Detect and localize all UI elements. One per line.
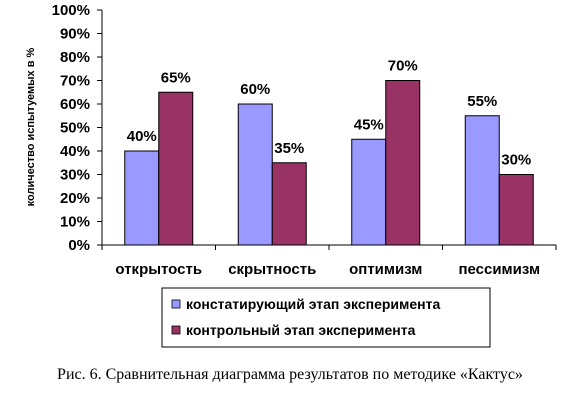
- legend-swatch-constat: [171, 299, 181, 309]
- y-tick-label: 80%: [60, 49, 90, 66]
- bar-control: [385, 80, 421, 246]
- legend-swatch-control: [171, 325, 181, 335]
- bar-control: [498, 174, 534, 246]
- y-tick-label: 100%: [52, 2, 90, 19]
- legend-box: [161, 287, 491, 348]
- y-tick-label: 60%: [60, 96, 90, 113]
- data-label: 60%: [240, 81, 270, 98]
- y-tick-label: 50%: [60, 120, 90, 137]
- data-label: 40%: [127, 128, 157, 145]
- y-tick-label: 0%: [68, 237, 90, 254]
- bar-control: [158, 91, 194, 246]
- data-label: 30%: [501, 152, 531, 169]
- data-labels: 40% 65% 60% 35% 45% 70% 55% 30%: [127, 58, 532, 169]
- category-label: открытость: [115, 261, 202, 278]
- data-label: 45%: [354, 116, 384, 133]
- legend-label-constat: констатирующий этап эксперимента: [186, 296, 440, 312]
- y-axis-title: количество испытуемых в %: [25, 47, 37, 206]
- category-label: скрытность: [228, 261, 316, 278]
- y-tick-label: 30%: [60, 167, 90, 184]
- y-tick-label: 90%: [60, 26, 90, 43]
- legend-label-control: контрольный этап эксперимента: [186, 322, 416, 338]
- bar-chart: количество испытуемых в % 0%10%20%30%40%…: [25, 2, 557, 348]
- bar-constat: [124, 150, 160, 246]
- bar-constat: [464, 115, 500, 246]
- data-label: 65%: [161, 69, 191, 86]
- bar-constat: [351, 138, 387, 246]
- data-label: 70%: [388, 58, 418, 75]
- x-ticks: [101, 245, 557, 250]
- bar-control: [271, 162, 307, 246]
- y-tick-label: 70%: [60, 73, 90, 90]
- y-tick-label: 10%: [60, 214, 90, 231]
- figure-caption: Рис. 6. Сравнительная диаграмма результа…: [57, 366, 523, 383]
- bar-constat: [237, 103, 273, 246]
- y-ticks: 0% 10% 20% 30% 40% 50% 60% 70% 80% 90% 100%: [52, 2, 102, 254]
- bars: [124, 80, 534, 246]
- category-label: оптимизм: [349, 261, 422, 278]
- data-label: 55%: [467, 93, 497, 110]
- y-tick-label: 40%: [60, 143, 90, 160]
- category-labels: открытость скрытность оптимизм пессимизм: [115, 261, 540, 278]
- y-tick-label: 20%: [60, 190, 90, 207]
- category-label: пессимизм: [458, 261, 540, 278]
- data-label: 35%: [274, 140, 304, 157]
